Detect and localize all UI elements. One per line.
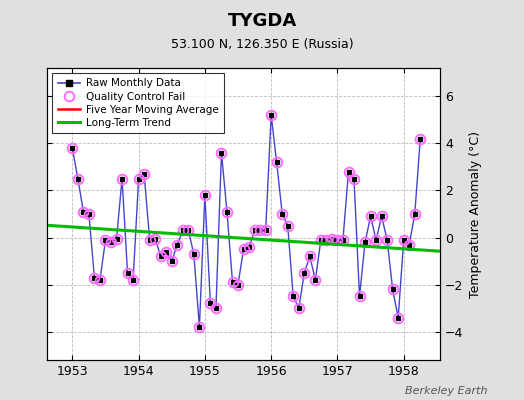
Text: Berkeley Earth: Berkeley Earth [405,386,487,396]
Y-axis label: Temperature Anomaly (°C): Temperature Anomaly (°C) [469,130,482,298]
Text: 53.100 N, 126.350 E (Russia): 53.100 N, 126.350 E (Russia) [171,38,353,51]
Text: TYGDA: TYGDA [227,12,297,30]
Legend: Raw Monthly Data, Quality Control Fail, Five Year Moving Average, Long-Term Tren: Raw Monthly Data, Quality Control Fail, … [52,73,224,133]
